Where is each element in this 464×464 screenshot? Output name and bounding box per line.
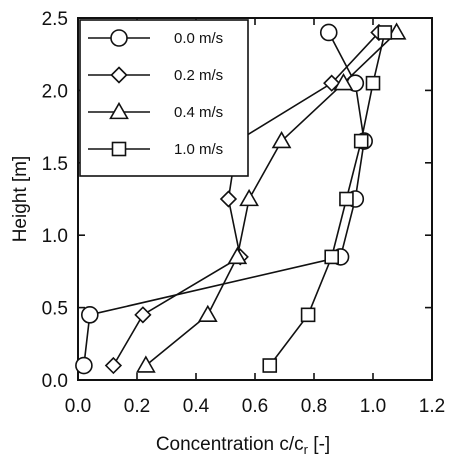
data-point-triangle xyxy=(227,246,248,265)
legend-label: 0.4 m/s xyxy=(174,104,223,121)
series-layer xyxy=(75,22,407,375)
x-tick-label: 0.4 xyxy=(183,396,210,417)
data-point-square xyxy=(365,75,381,91)
legend-item: 0.4 m/s xyxy=(88,101,223,121)
data-point-triangle xyxy=(386,22,407,40)
data-point-diamond xyxy=(323,74,341,92)
legend-item: 1.0 m/s xyxy=(88,141,223,158)
series-square xyxy=(262,25,393,373)
legend: 0.0 m/s 0.2 m/s 0.4 m/s 1.0 m/s xyxy=(79,19,249,177)
data-point-diamond xyxy=(104,356,123,375)
y-tick-label: 2.5 xyxy=(42,9,68,30)
data-point-diamond xyxy=(219,190,238,208)
legend-label: 0.0 m/s xyxy=(174,30,223,47)
x-tick-label: 0.0 xyxy=(65,396,91,417)
y-tick-label: 0.5 xyxy=(42,299,68,320)
data-point-square xyxy=(377,25,393,40)
data-point-triangle xyxy=(239,188,259,207)
data-point-square xyxy=(300,307,316,323)
legend-label: 1.0 m/s xyxy=(174,141,223,158)
data-point-square xyxy=(353,133,369,149)
data-point-triangle xyxy=(135,355,156,373)
legend-box xyxy=(79,19,249,177)
y-tick-label: 1.5 xyxy=(42,154,68,175)
data-point-circle xyxy=(319,23,338,42)
x-tick-label: 0.2 xyxy=(124,396,150,417)
data-point-square xyxy=(339,191,354,207)
legend-label: 0.2 m/s xyxy=(174,67,223,84)
data-point-triangle xyxy=(197,304,218,323)
data-point-diamond xyxy=(134,306,152,324)
x-tick-label: 0.8 xyxy=(301,396,327,417)
legend-marker-diamond xyxy=(110,66,128,84)
x-axis-title: Concentration c/cr [-] xyxy=(156,434,330,457)
x-tick-label: 1.2 xyxy=(419,396,445,417)
y-tick-label: 0.0 xyxy=(42,371,68,392)
x-tick-label: 1.0 xyxy=(360,396,386,417)
y-tick-label: 2.0 xyxy=(42,81,68,102)
legend-marker-triangle xyxy=(109,101,129,120)
y-tick-label: 1.0 xyxy=(42,226,68,247)
x-tick-label: 0.6 xyxy=(242,396,268,417)
data-point-triangle xyxy=(333,73,354,91)
y-axis-title: Height [m] xyxy=(10,156,31,243)
data-point-circle xyxy=(81,306,99,324)
data-point-circle xyxy=(75,356,93,375)
legend-marker-square xyxy=(111,141,127,157)
data-point-square xyxy=(324,249,340,265)
data-point-triangle xyxy=(271,130,292,149)
data-point-square xyxy=(262,358,278,373)
axis-labels: 0.0 0.2 0.4 0.6 0.8 1.0 1.2 0.0 0.5 1.0 1.5 2.0 2.5 C… xyxy=(10,9,445,457)
legend-marker-circle xyxy=(110,29,128,47)
legend-item: 0.2 m/s xyxy=(88,66,223,84)
legend-item: 0.0 m/s xyxy=(88,29,223,47)
series-triangle xyxy=(135,22,407,373)
